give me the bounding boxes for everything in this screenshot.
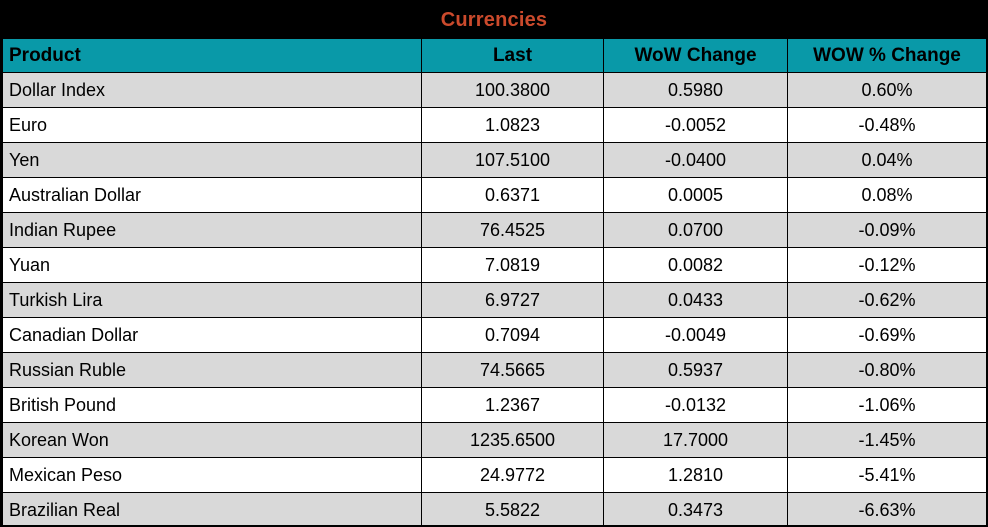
last-cell: 76.4525: [421, 212, 604, 248]
wow-pct-change-cell: -0.09%: [787, 212, 986, 248]
wow-change-cell: 0.0005: [603, 177, 788, 213]
wow-pct-change-cell: 0.60%: [787, 72, 986, 108]
last-cell: 24.9772: [421, 457, 604, 493]
product-cell: British Pound: [2, 387, 422, 423]
wow-pct-change-cell: -0.12%: [787, 247, 986, 283]
table-header-row: Product Last WoW Change WOW % Change: [2, 38, 986, 73]
last-cell: 1.0823: [421, 107, 604, 143]
wow-change-cell: 0.0433: [603, 282, 788, 318]
product-cell: Yuan: [2, 247, 422, 283]
table-row: British Pound 1.2367 -0.0132 -1.06%: [2, 387, 986, 423]
wow-pct-change-cell: -0.62%: [787, 282, 986, 318]
last-cell: 1.2367: [421, 387, 604, 423]
product-cell: Indian Rupee: [2, 212, 422, 248]
wow-pct-change-cell: 0.08%: [787, 177, 986, 213]
wow-change-cell: 17.7000: [603, 422, 788, 458]
product-cell: Canadian Dollar: [2, 317, 422, 353]
column-header-wow-pct-change: WOW % Change: [787, 38, 986, 73]
wow-change-cell: 0.0700: [603, 212, 788, 248]
last-cell: 74.5665: [421, 352, 604, 388]
last-cell: 1235.6500: [421, 422, 604, 458]
last-cell: 5.5822: [421, 492, 604, 525]
wow-pct-change-cell: -1.45%: [787, 422, 986, 458]
last-cell: 100.3800: [421, 72, 604, 108]
last-cell: 6.9727: [421, 282, 604, 318]
wow-pct-change-cell: -0.69%: [787, 317, 986, 353]
table-row: Australian Dollar 0.6371 0.0005 0.08%: [2, 177, 986, 213]
wow-change-cell: -0.0052: [603, 107, 788, 143]
product-cell: Brazilian Real: [2, 492, 422, 525]
product-cell: Dollar Index: [2, 72, 422, 108]
table-title-bar: Currencies: [2, 2, 986, 38]
table-row: Yen 107.5100 -0.0400 0.04%: [2, 142, 986, 178]
last-cell: 107.5100: [421, 142, 604, 178]
table-body: Dollar Index 100.3800 0.5980 0.60% Euro 1.082…: [2, 72, 986, 525]
product-cell: Australian Dollar: [2, 177, 422, 213]
wow-pct-change-cell: -6.63%: [787, 492, 986, 525]
wow-change-cell: -0.0049: [603, 317, 788, 353]
table-row: Brazilian Real 5.5822 0.3473 -6.63%: [2, 492, 986, 525]
table-row: Euro 1.0823 -0.0052 -0.48%: [2, 107, 986, 143]
wow-change-cell: 1.2810: [603, 457, 788, 493]
table-row: Korean Won 1235.6500 17.7000 -1.45%: [2, 422, 986, 458]
table-row: Turkish Lira 6.9727 0.0433 -0.62%: [2, 282, 986, 318]
column-header-last: Last: [421, 38, 604, 73]
wow-change-cell: 0.0082: [603, 247, 788, 283]
wow-change-cell: 0.5937: [603, 352, 788, 388]
table-row: Canadian Dollar 0.7094 -0.0049 -0.69%: [2, 317, 986, 353]
wow-pct-change-cell: -0.48%: [787, 107, 986, 143]
wow-change-cell: -0.0132: [603, 387, 788, 423]
column-header-product: Product: [2, 38, 422, 73]
currencies-table: Product Last WoW Change WOW % Change Dol…: [2, 38, 986, 525]
product-cell: Euro: [2, 107, 422, 143]
last-cell: 7.0819: [421, 247, 604, 283]
wow-pct-change-cell: 0.04%: [787, 142, 986, 178]
table-row: Yuan 7.0819 0.0082 -0.12%: [2, 247, 986, 283]
product-cell: Yen: [2, 142, 422, 178]
last-cell: 0.7094: [421, 317, 604, 353]
wow-change-cell: 0.5980: [603, 72, 788, 108]
table-row: Dollar Index 100.3800 0.5980 0.60%: [2, 72, 986, 108]
last-cell: 0.6371: [421, 177, 604, 213]
product-cell: Korean Won: [2, 422, 422, 458]
table-row: Russian Ruble 74.5665 0.5937 -0.80%: [2, 352, 986, 388]
product-cell: Russian Ruble: [2, 352, 422, 388]
wow-pct-change-cell: -5.41%: [787, 457, 986, 493]
product-cell: Mexican Peso: [2, 457, 422, 493]
wow-pct-change-cell: -0.80%: [787, 352, 986, 388]
wow-pct-change-cell: -1.06%: [787, 387, 986, 423]
column-header-wow-change: WoW Change: [603, 38, 788, 73]
product-cell: Turkish Lira: [2, 282, 422, 318]
table-title: Currencies: [440, 8, 548, 31]
table-row: Indian Rupee 76.4525 0.0700 -0.09%: [2, 212, 986, 248]
wow-change-cell: 0.3473: [603, 492, 788, 525]
wow-change-cell: -0.0400: [603, 142, 788, 178]
table-row: Mexican Peso 24.9772 1.2810 -5.41%: [2, 457, 986, 493]
